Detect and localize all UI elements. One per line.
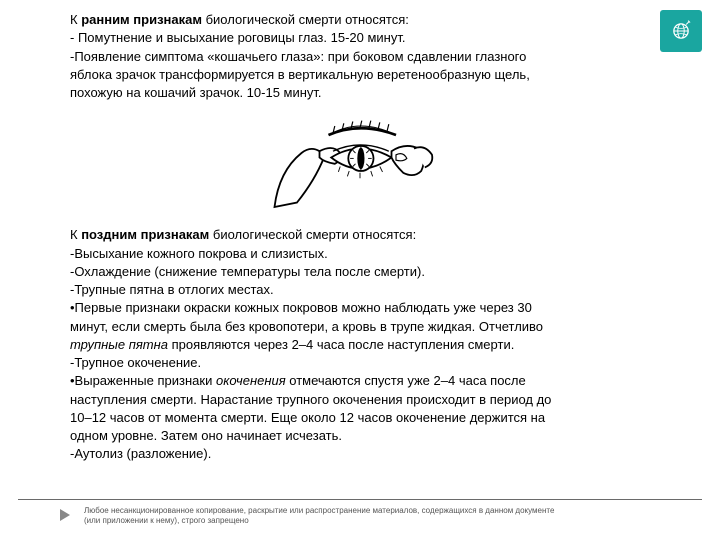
footer-text: Любое несанкционированное копирование, р…	[84, 506, 554, 526]
paragraph-2b: наступления смерти. Нарастание трупного …	[70, 392, 650, 408]
late-item-4: -Трупное окоченение.	[70, 355, 650, 371]
main-text: К ранним признакам биологической смерти …	[70, 12, 650, 465]
late-item-2: -Охлаждение (снижение температуры тела п…	[70, 264, 650, 280]
early-item-2a: -Появление симптома «кошачьего глаза»: п…	[70, 49, 650, 65]
paragraph-1c: трупные пятна проявляются через 2–4 часа…	[70, 337, 650, 353]
footer-arrow-icon	[60, 508, 70, 526]
late-item-3: -Трупные пятна в отлогих местах.	[70, 282, 650, 298]
early-item-2b: яблока зрачок трансформируется в вертика…	[70, 67, 650, 83]
brand-logo	[660, 10, 702, 52]
late-item-1: -Высыхание кожного покрова и слизистых.	[70, 246, 650, 262]
footer: Любое несанкционированное копирование, р…	[0, 499, 720, 526]
early-item-2c: похожую на кошачий зрачок. 10-15 минут.	[70, 85, 650, 101]
paragraph-2c: 10–12 часов от момента смерти. Еще около…	[70, 410, 650, 426]
paragraph-2d: одном уровне. Затем оно начинает исчезат…	[70, 428, 650, 444]
late-signs-heading: К поздним признакам биологической смерти…	[70, 227, 650, 243]
paragraph-1a: •Первые признаки окраски кожных покровов…	[70, 300, 650, 316]
globe-icon	[668, 18, 694, 44]
paragraph-2a: •Выраженные признаки окоченения отмечают…	[70, 373, 650, 389]
footer-divider	[18, 499, 702, 500]
early-signs-heading: К ранним признакам биологической смерти …	[70, 12, 650, 28]
eye-illustration	[70, 107, 650, 217]
paragraph-1b: минут, если смерть была без кровопотери,…	[70, 319, 650, 335]
late-item-5: -Аутолиз (разложение).	[70, 446, 650, 462]
early-item-1: - Помутнение и высыхание роговицы глаз. …	[70, 30, 650, 46]
